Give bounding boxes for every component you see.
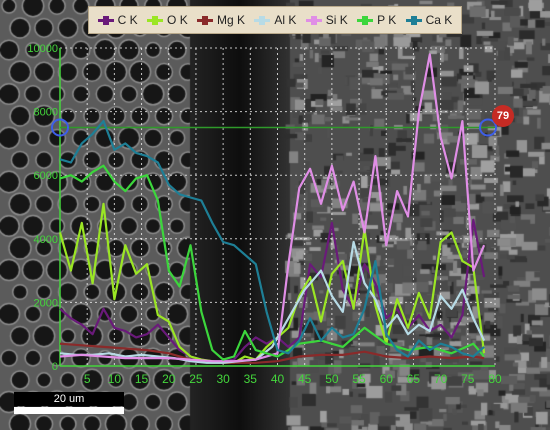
legend-label: Ca K (425, 13, 453, 27)
scale-bar-line (14, 407, 124, 414)
scale-bar: 20 um (14, 392, 124, 414)
x-tick-label: 50 (325, 372, 339, 386)
legend-label: Si K (325, 13, 348, 27)
series-line-si-k (59, 53, 486, 363)
legend-label: Al K (274, 13, 297, 27)
legend-swatch (197, 15, 214, 25)
y-tick-label: 10000 (27, 43, 58, 55)
legend-label: C K (117, 13, 138, 27)
y-tick-label: 0 (52, 361, 58, 373)
series-line-p-k (59, 164, 485, 361)
legend-swatch (305, 15, 322, 25)
x-tick-label: 15 (135, 372, 149, 386)
x-tick-label: 10 (108, 372, 122, 386)
x-tick-label: 5 (84, 372, 91, 386)
scale-bar-label: 20 um (14, 392, 124, 406)
cursor-handle-left (51, 118, 69, 137)
legend-label: P K (377, 13, 397, 27)
y-tick-label: 8000 (34, 107, 58, 119)
legend-item: Si K (305, 13, 348, 27)
series-line-mg-k (59, 342, 485, 364)
series-line-ca-k (59, 119, 485, 358)
x-tick-label: 60 (380, 372, 394, 386)
legend-swatch (357, 15, 374, 25)
series-line-o-k (58, 202, 486, 364)
y-tick-label: 6000 (34, 170, 58, 182)
x-tick-label: 35 (244, 372, 258, 386)
legend-item: Al K (254, 13, 296, 27)
x-tick-label: 20 (162, 372, 176, 386)
legend-label: O K (167, 13, 188, 27)
x-tick-label: 55 (352, 372, 366, 386)
x-tick-label: 70 (434, 372, 448, 386)
x-tick-label: 45 (298, 372, 312, 386)
chart-legend: C K O K Mg K Al K Si K P K Ca K (88, 6, 462, 34)
legend-label: Mg K (217, 13, 246, 27)
legend-item: C K (97, 13, 138, 27)
legend-swatch (147, 15, 164, 25)
x-tick-label: 65 (407, 372, 421, 386)
y-tick-label: 4000 (34, 234, 58, 246)
x-tick-label: 25 (189, 372, 203, 386)
point-marker-79[interactable]: 79 (492, 105, 514, 127)
x-tick-label: 75 (461, 372, 475, 386)
legend-swatch (405, 15, 422, 25)
x-tick-label: 40 (271, 372, 285, 386)
series-line-c-k (59, 218, 486, 363)
legend-swatch (254, 15, 271, 25)
legend-item: O K (147, 13, 188, 27)
x-tick-label: 30 (216, 372, 230, 386)
x-tick-label: 80 (488, 372, 502, 386)
legend-swatch (97, 15, 114, 25)
series-line-al-k (59, 240, 486, 364)
y-tick-label: 2000 (34, 297, 58, 309)
legend-item: Mg K (197, 13, 245, 27)
legend-item: Ca K (405, 13, 453, 27)
cursor-handle-right (479, 118, 497, 137)
legend-item: P K (357, 13, 396, 27)
